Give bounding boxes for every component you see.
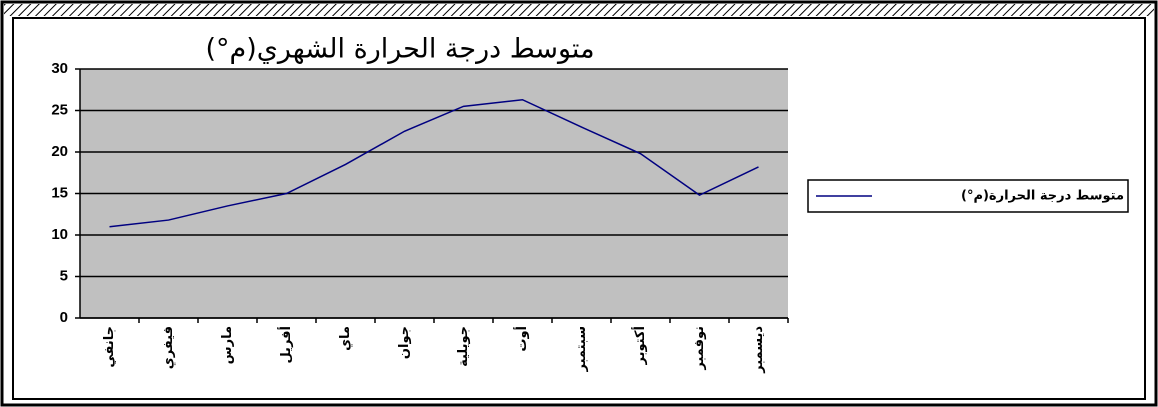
- inner-frame: [12, 17, 1146, 400]
- x-tick-label: أفريل: [277, 326, 294, 364]
- legend-label: متوسط درجة الحرارة(م°): [961, 189, 1124, 204]
- x-tick-label: ديسمبر: [751, 326, 766, 374]
- y-tick-label: 0: [60, 309, 68, 326]
- x-tick-label: أكتوبر: [631, 326, 648, 365]
- x-tick-label: جويلية: [456, 326, 471, 367]
- x-tick-label: جوان: [397, 326, 412, 359]
- y-tick-label: 20: [51, 143, 68, 160]
- x-tick-label: ماي: [338, 326, 353, 351]
- chart-title: متوسط درجة الحرارة الشهري(م°): [205, 34, 594, 65]
- y-tick-label: 5: [60, 267, 68, 284]
- x-tick-label: جانفي: [102, 326, 117, 368]
- y-tick-label: 30: [51, 60, 68, 77]
- y-tick-label: 25: [51, 101, 68, 118]
- x-tick-label: أوت: [513, 326, 530, 352]
- x-tick-label: سبتمبر: [574, 326, 589, 373]
- x-tick-label: مارس: [220, 326, 235, 364]
- x-tick-label: فيفري: [161, 326, 176, 369]
- data-line: [109, 98, 759, 228]
- frame-hatch: [4, 4, 1154, 16]
- x-tick-label: نوفمبر: [692, 326, 707, 371]
- y-tick-label: 10: [51, 226, 68, 243]
- y-tick-label: 15: [51, 184, 68, 201]
